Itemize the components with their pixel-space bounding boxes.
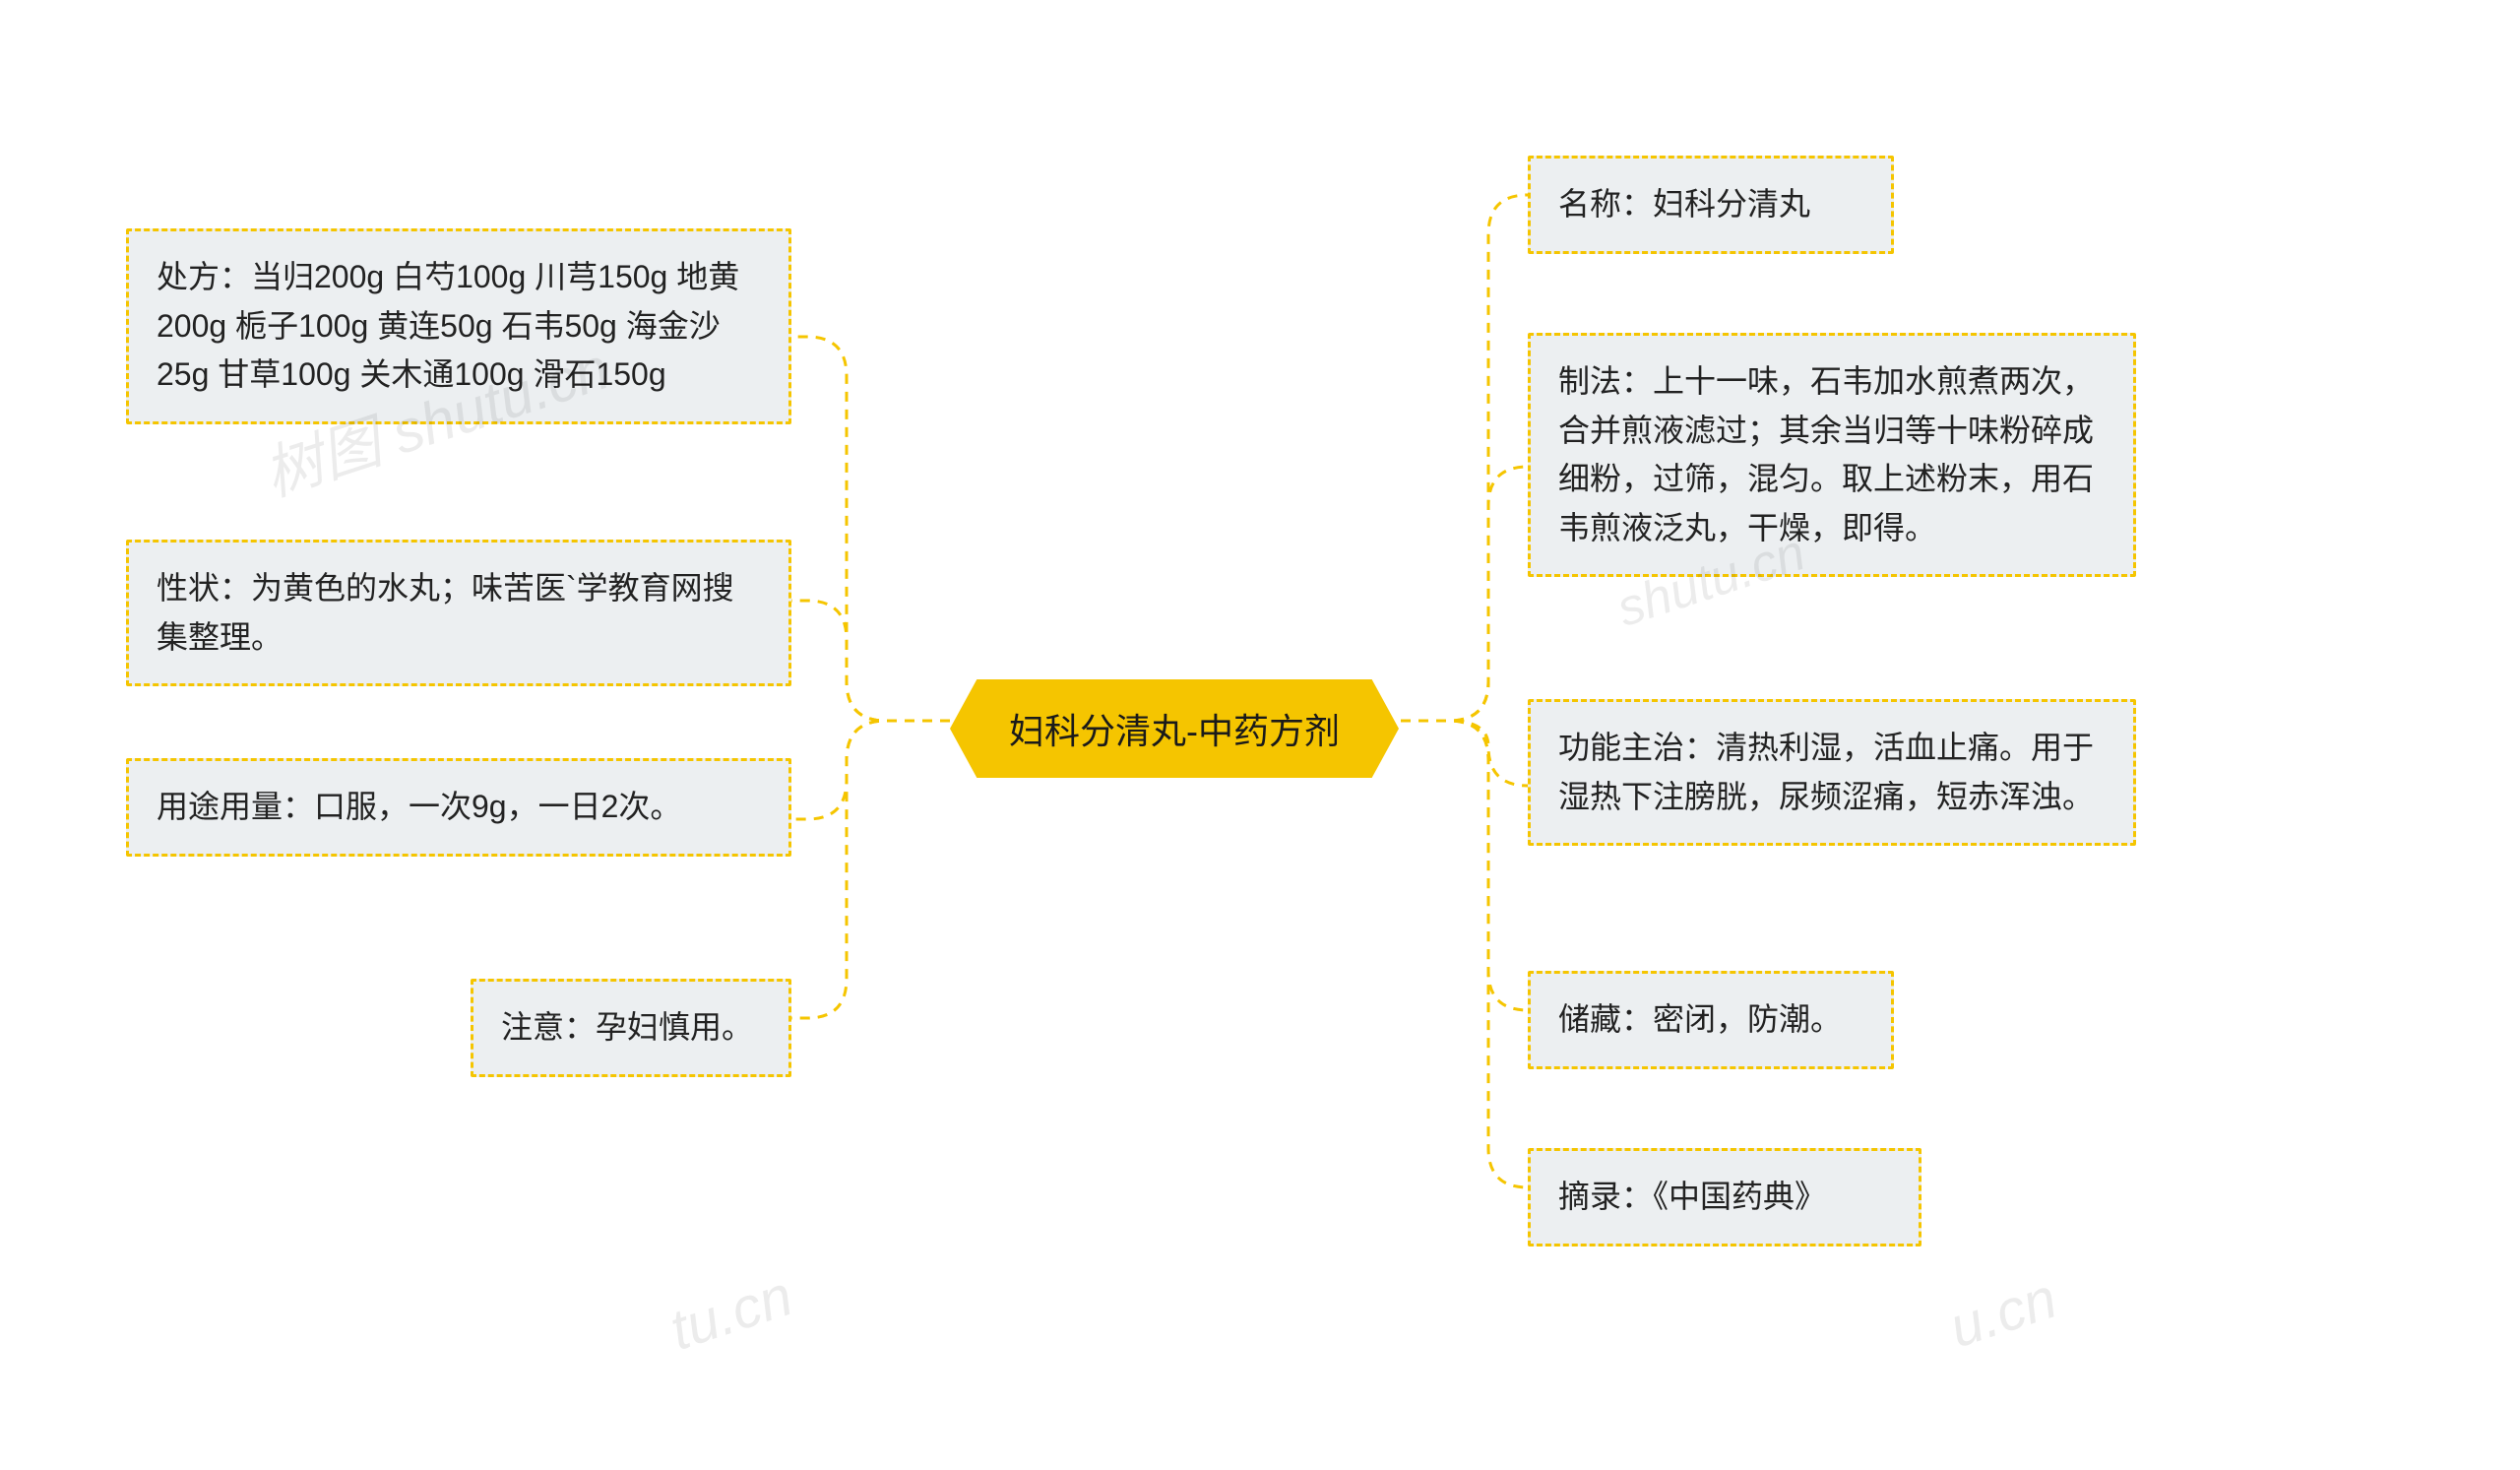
connector-right-method [1401,467,1528,721]
connector-right-name [1401,195,1528,721]
watermark: tu.cn [662,1262,800,1364]
connector-left-caution [791,721,950,1018]
connector-right-function [1401,721,1528,786]
node-appearance[interactable]: 性状：为黄色的水丸；味苦医`学教育网搜集整理。 [126,540,791,686]
connector-right-storage [1401,721,1528,1010]
node-function[interactable]: 功能主治：清热利湿，活血止痛。用于湿热下注膀胱，尿频涩痛，短赤浑浊。 [1528,699,2136,846]
watermark: u.cn [1941,1265,2064,1362]
mindmap-canvas: 妇科分清丸-中药方剂 处方：当归200g 白芍100g 川芎150g 地黄200… [0,0,2520,1470]
connector-right-source [1401,721,1528,1187]
connector-left-appearance [791,601,950,721]
node-prescription[interactable]: 处方：当归200g 白芍100g 川芎150g 地黄200g 栀子100g 黄连… [126,228,791,424]
node-caution[interactable]: 注意：孕妇慎用。 [471,979,791,1077]
node-storage[interactable]: 储藏：密闭，防潮。 [1528,971,1894,1069]
node-method[interactable]: 制法：上十一味，石韦加水煎煮两次，合并煎液滤过；其余当归等十味粉碎成细粉，过筛，… [1528,333,2136,577]
node-name[interactable]: 名称：妇科分清丸 [1528,156,1894,254]
connector-left-prescription [791,337,950,721]
node-dosage[interactable]: 用途用量：口服，一次9g，一日2次。 [126,758,791,857]
connector-left-dosage [791,721,950,819]
node-source[interactable]: 摘录：《中国药典》 [1528,1148,1922,1246]
center-node[interactable]: 妇科分清丸-中药方剂 [950,679,1399,778]
